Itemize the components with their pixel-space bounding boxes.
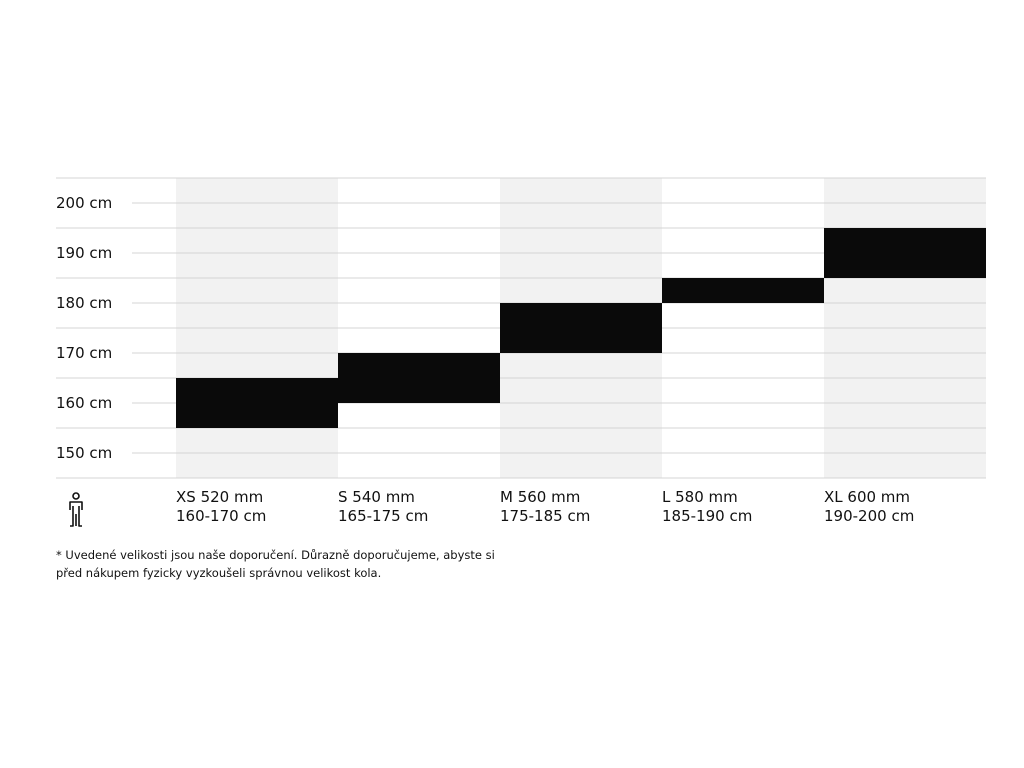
footnote-line-1: * Uvedené velikosti jsou naše doporučení… <box>56 548 495 562</box>
size-height-range: 160-170 cm <box>176 507 267 525</box>
size-name: M 560 mm <box>500 488 581 506</box>
y-tick-label: 160 cm <box>56 394 112 412</box>
size-height-range: 175-185 cm <box>500 507 591 525</box>
size-height-range: 190-200 cm <box>824 507 915 525</box>
size-label-2: M 560 mm 175-185 cm <box>500 488 590 526</box>
y-tick-label: 190 cm <box>56 244 112 262</box>
size-label-3: L 580 mm 185-190 cm <box>662 488 752 526</box>
range-bar-0 <box>176 378 338 428</box>
y-tick-label: 150 cm <box>56 444 112 462</box>
size-height-range: 165-175 cm <box>338 507 429 525</box>
person-height-icon <box>69 492 83 527</box>
range-bar-3 <box>662 278 824 303</box>
y-tick-label: 200 cm <box>56 194 112 212</box>
range-bar-1 <box>338 353 500 403</box>
range-bar-4 <box>824 228 986 278</box>
size-name: XL 600 mm <box>824 488 911 506</box>
size-height-range: 185-190 cm <box>662 507 753 525</box>
size-label-4: XL 600 mm 190-200 cm <box>824 488 914 526</box>
size-label-0: XS 520 mm 160-170 cm <box>176 488 266 526</box>
size-label-1: S 540 mm 165-175 cm <box>338 488 428 526</box>
y-tick-label: 180 cm <box>56 294 112 312</box>
size-name: XS 520 mm <box>176 488 264 506</box>
size-range-bars <box>176 228 986 428</box>
size-name: S 540 mm <box>338 488 415 506</box>
range-bar-2 <box>500 303 662 353</box>
footnote-line-2: před nákupem fyzicky vyzkoušeli správnou… <box>56 566 382 580</box>
size-name: L 580 mm <box>662 488 738 506</box>
y-axis-ticks: 200 cm 190 cm 180 cm 170 cm 160 cm 150 cm <box>56 194 112 462</box>
footnote: * Uvedené velikosti jsou naše doporučení… <box>56 546 526 582</box>
y-tick-label: 170 cm <box>56 344 112 362</box>
